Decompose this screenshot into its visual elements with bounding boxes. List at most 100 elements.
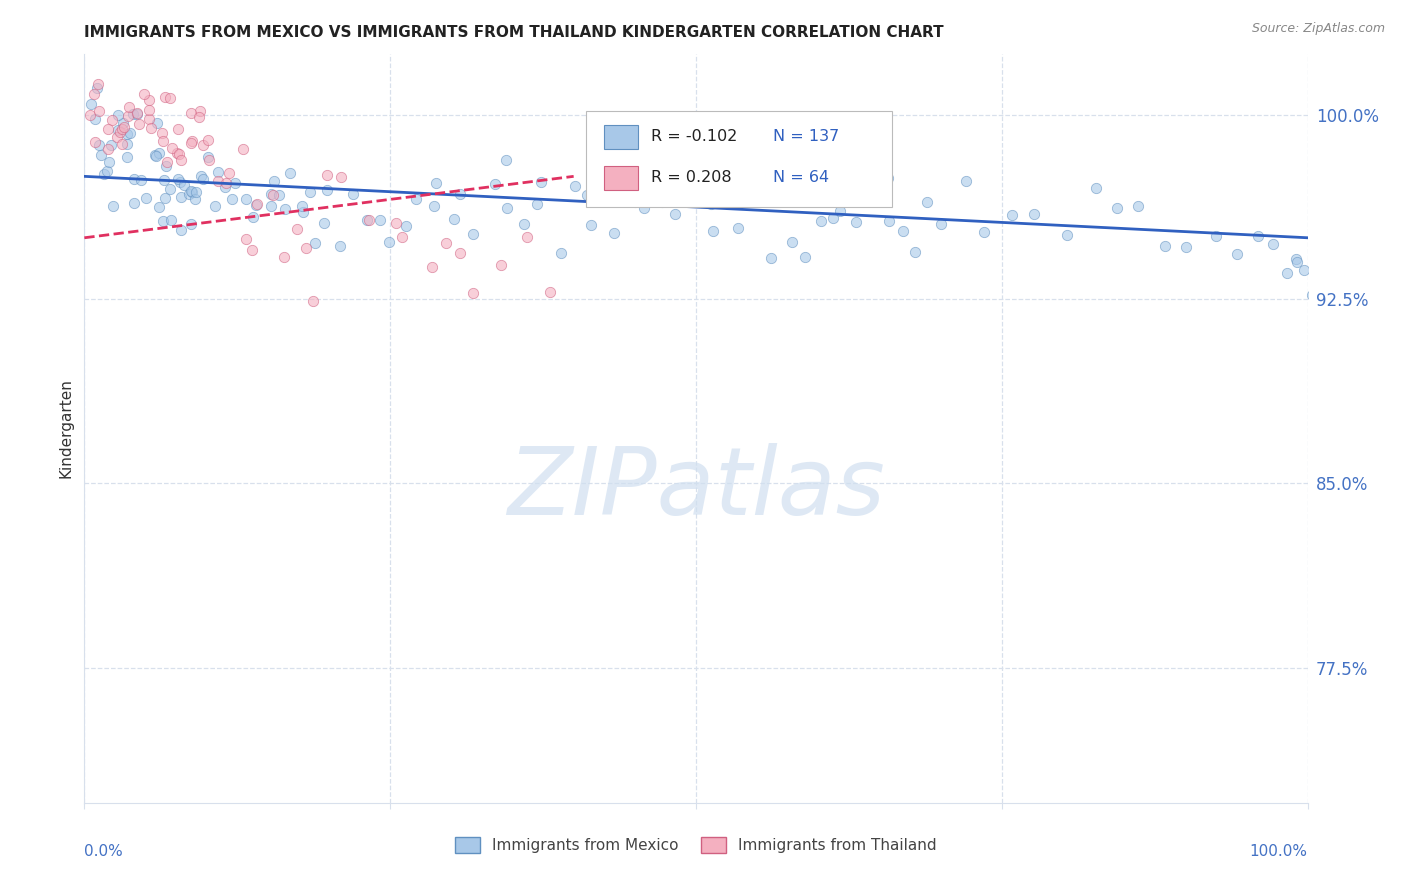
Point <box>180 105 202 120</box>
Point <box>190 169 212 183</box>
Point <box>575 187 598 202</box>
Point <box>235 232 257 246</box>
Point <box>197 133 219 147</box>
Point <box>721 186 744 201</box>
Point <box>83 135 105 149</box>
Point <box>742 172 765 186</box>
Point <box>391 230 413 244</box>
Point <box>513 217 536 231</box>
Point <box>973 225 995 239</box>
Bar <box>605 126 638 150</box>
Point <box>122 195 145 210</box>
Point <box>148 145 170 160</box>
Point <box>651 194 673 209</box>
Point <box>443 212 465 227</box>
Point <box>526 196 548 211</box>
Point <box>315 183 337 197</box>
Point <box>291 205 314 219</box>
Point <box>434 235 457 250</box>
Point <box>96 164 118 178</box>
Point <box>891 224 914 238</box>
Point <box>145 149 167 163</box>
Point <box>267 187 290 202</box>
Point <box>304 236 326 251</box>
Point <box>538 285 561 300</box>
Point <box>87 104 110 119</box>
Point <box>184 193 207 207</box>
Point <box>929 217 952 231</box>
Point <box>197 150 219 164</box>
Point <box>1226 247 1249 261</box>
Point <box>828 204 851 219</box>
Point <box>100 137 122 152</box>
Point <box>516 230 538 244</box>
Point <box>159 182 181 196</box>
Point <box>422 199 444 213</box>
Point <box>810 213 832 227</box>
Point <box>312 216 335 230</box>
Point <box>204 199 226 213</box>
Point <box>159 212 181 227</box>
Point <box>214 180 236 194</box>
Point <box>156 155 179 169</box>
Point <box>759 251 782 265</box>
Point <box>770 171 793 186</box>
Bar <box>605 166 638 190</box>
Point <box>1294 263 1316 277</box>
Point <box>148 200 170 214</box>
Point <box>273 250 295 264</box>
Point <box>612 161 634 175</box>
Text: ZIPatlas: ZIPatlas <box>508 442 884 533</box>
Point <box>90 148 112 162</box>
Point <box>93 167 115 181</box>
Point <box>330 170 353 185</box>
Point <box>368 212 391 227</box>
Point <box>167 147 190 161</box>
Point <box>449 246 471 260</box>
Point <box>405 192 427 206</box>
Text: R = 0.208: R = 0.208 <box>651 169 731 185</box>
Text: 100.0%: 100.0% <box>1250 844 1308 859</box>
Point <box>1174 240 1197 254</box>
Point <box>86 81 108 95</box>
Point <box>1056 227 1078 242</box>
Point <box>530 176 553 190</box>
Point <box>1261 236 1284 251</box>
Point <box>915 194 938 209</box>
Point <box>138 112 160 127</box>
Point <box>218 166 240 180</box>
Point <box>155 159 177 173</box>
Point <box>1085 181 1108 195</box>
Point <box>153 90 176 104</box>
Legend: Immigrants from Mexico, Immigrants from Thailand: Immigrants from Mexico, Immigrants from … <box>449 830 943 859</box>
Point <box>299 185 322 199</box>
Point <box>83 87 105 102</box>
Point <box>97 142 120 156</box>
Point <box>425 176 447 190</box>
Point <box>484 178 506 192</box>
Point <box>727 220 749 235</box>
Point <box>1105 201 1128 215</box>
Point <box>87 77 110 91</box>
Point <box>128 117 150 131</box>
Point <box>603 226 626 240</box>
Point <box>259 186 281 201</box>
Point <box>107 123 129 137</box>
Text: Source: ZipAtlas.com: Source: ZipAtlas.com <box>1251 22 1385 36</box>
Point <box>180 184 202 198</box>
Point <box>152 214 174 228</box>
Point <box>143 148 166 162</box>
Point <box>246 197 269 211</box>
Point <box>1126 199 1149 213</box>
Point <box>105 129 128 144</box>
Point <box>87 138 110 153</box>
Point <box>702 224 724 238</box>
Point <box>449 186 471 201</box>
Point <box>108 125 131 139</box>
Point <box>260 199 283 213</box>
Point <box>150 126 173 140</box>
Point <box>685 179 707 194</box>
FancyBboxPatch shape <box>586 112 891 207</box>
Point <box>135 191 157 205</box>
Point <box>274 202 297 216</box>
